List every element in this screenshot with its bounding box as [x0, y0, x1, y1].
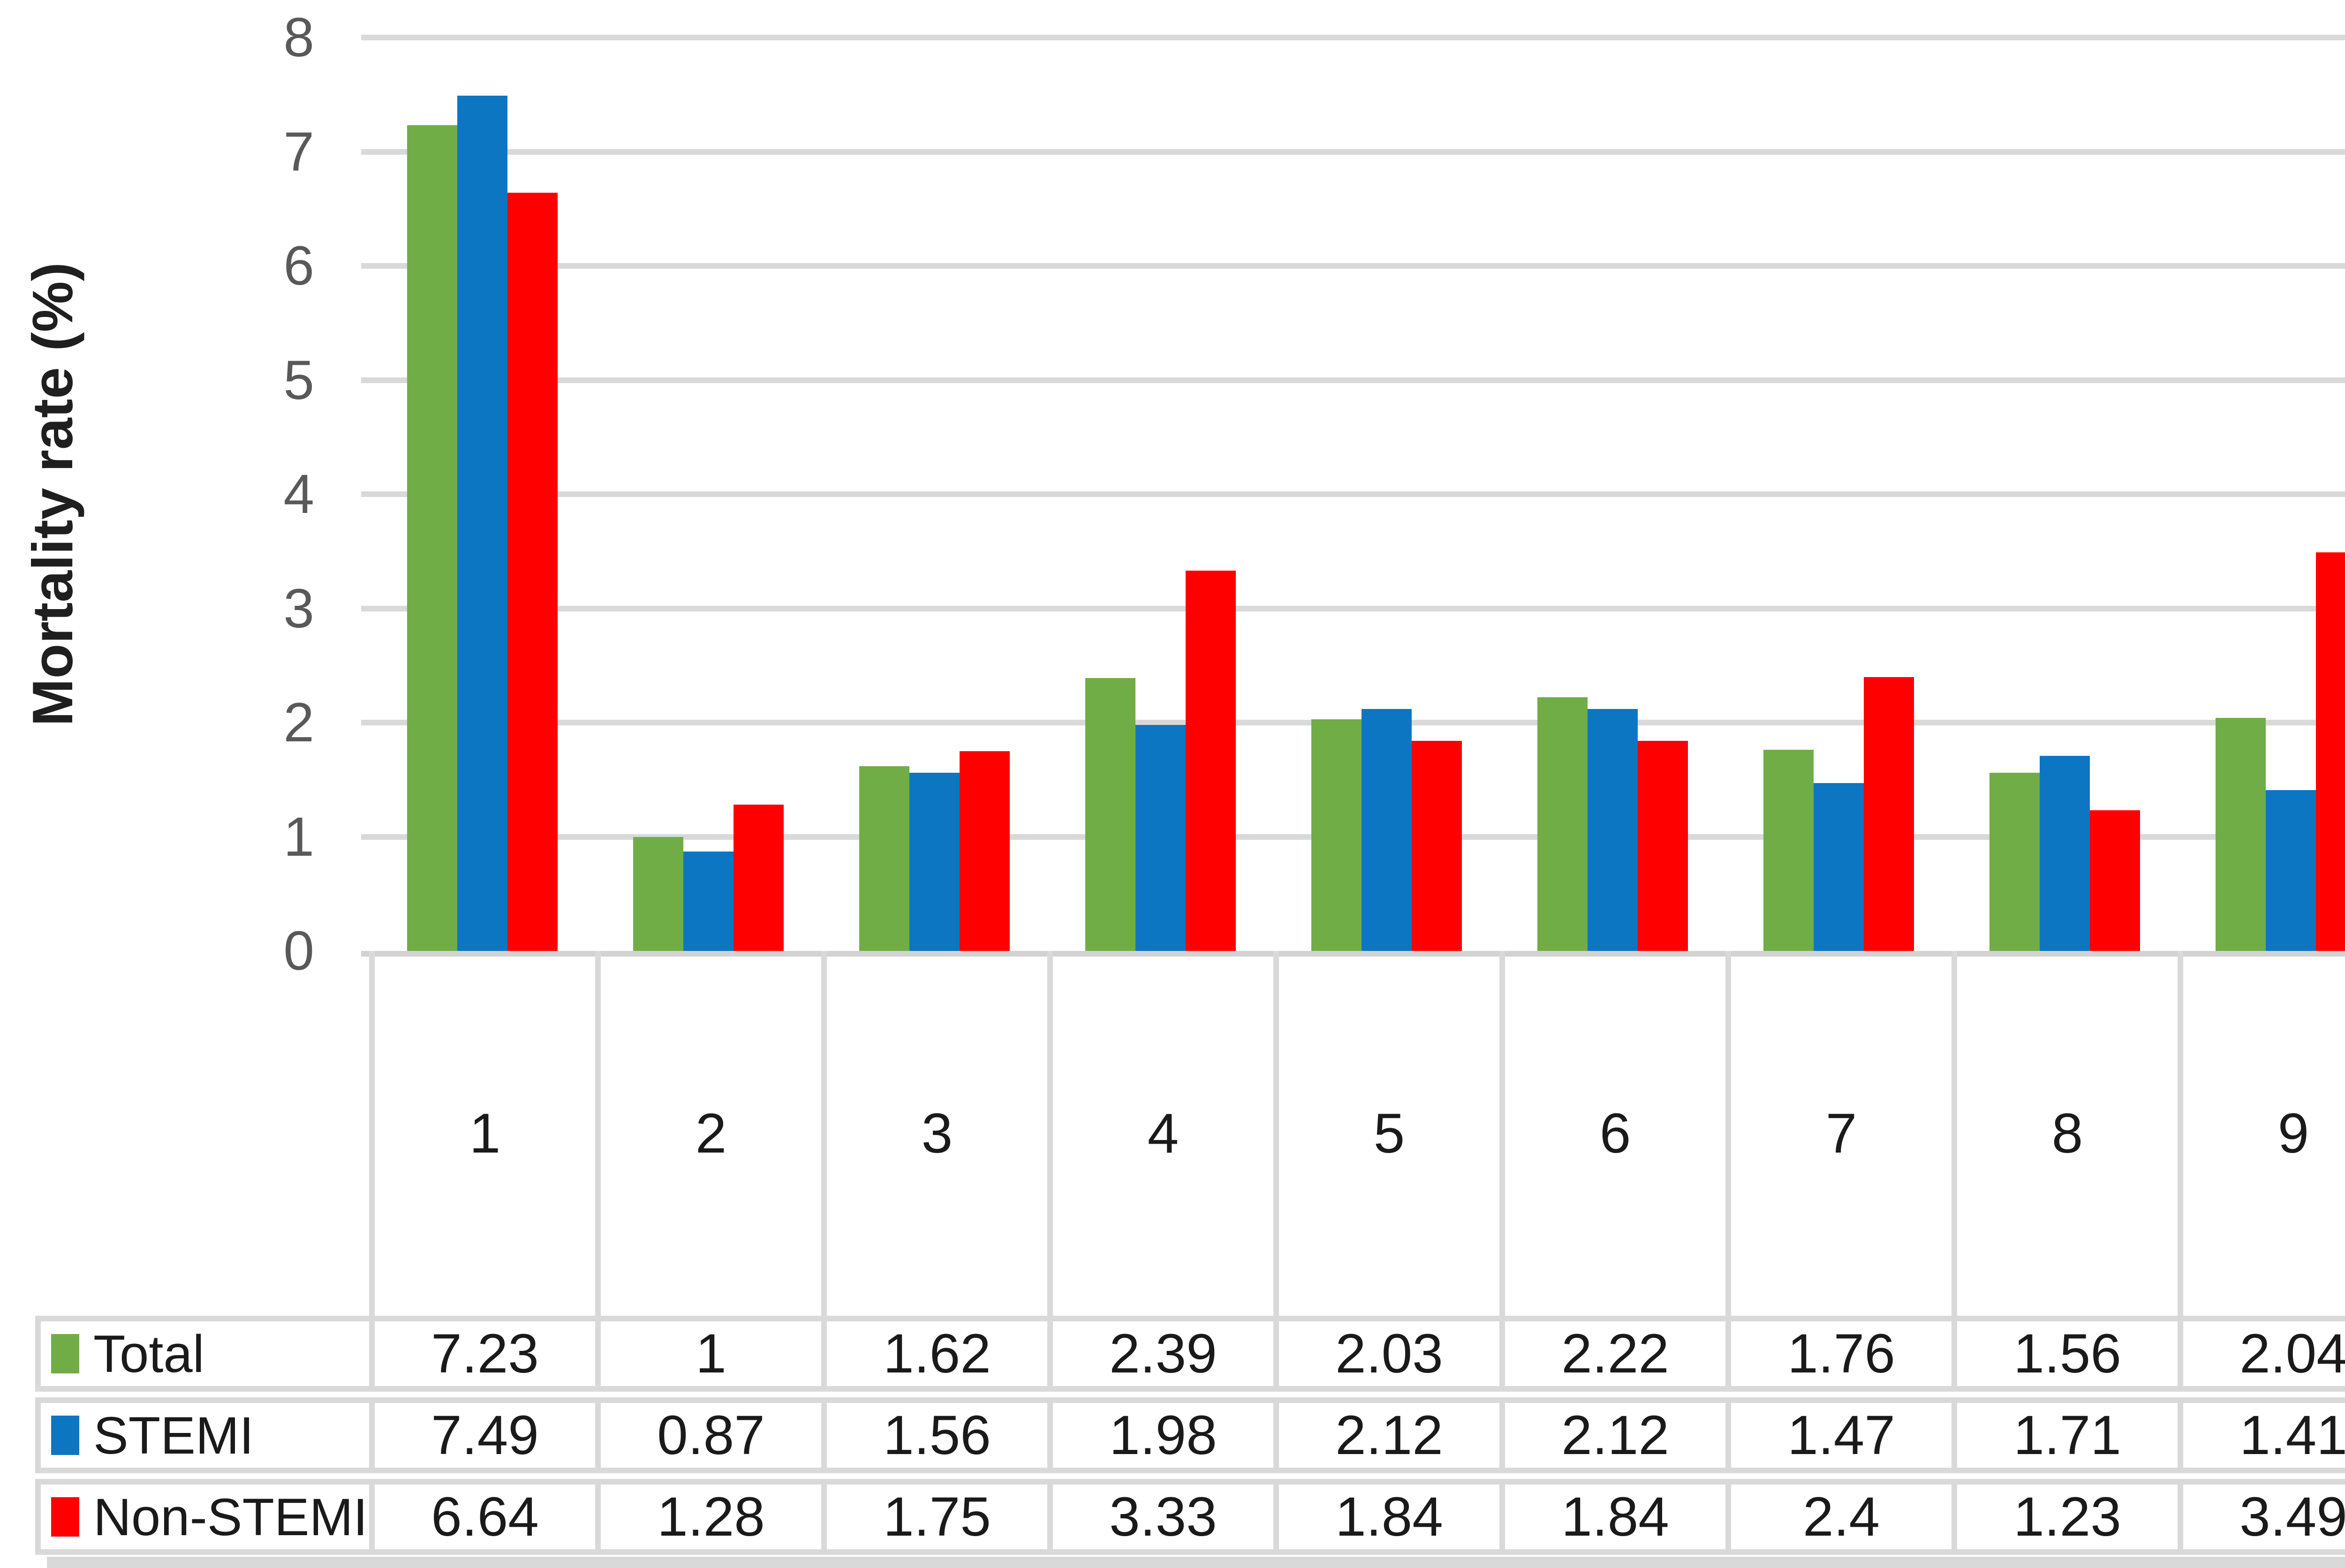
bar-total-cat8	[1989, 773, 2040, 954]
bar-non-stemi-cat8	[2089, 810, 2140, 954]
gridline-y4	[361, 491, 2345, 497]
value-cell-total-cat7: 1.76	[1725, 1321, 1952, 1386]
bar-stemi-cat7	[1813, 783, 1864, 954]
value-cell-stemi-cat8: 1.71	[1952, 1403, 2178, 1468]
table-bottom-border	[47, 1557, 2345, 1568]
bar-non-stemi-cat4	[1185, 571, 1236, 954]
bar-total-cat9	[2215, 718, 2266, 954]
gridline-y7	[361, 149, 2345, 155]
bar-stemi-cat3	[909, 773, 960, 954]
y-tick-label-4: 4	[283, 463, 314, 525]
value-cell-stemi-cat9: 1.41	[2178, 1403, 2345, 1468]
legend-key-non-stemi	[51, 1497, 79, 1537]
value-cell-stemi-cat2: 0.87	[595, 1403, 821, 1468]
bar-stemi-cat9	[2265, 790, 2316, 954]
x-axis-line	[361, 951, 2345, 957]
legend-key-total	[51, 1334, 79, 1373]
category-cell-2: 2	[595, 951, 821, 1316]
table-row-non-stemi: Non-STEMI 6.64 1.28 1.75 3.33 1.84 1.84 2.4 1.23…	[35, 1479, 2345, 1555]
value-cell-stemi-cat7: 1.47	[1725, 1403, 1952, 1468]
value-cell-total-cat8: 1.56	[1952, 1321, 2178, 1386]
y-tick-label-0: 0	[283, 920, 314, 982]
bar-stemi-cat2	[683, 852, 734, 954]
y-tick-label-8: 8	[283, 7, 314, 68]
value-cell-non-stemi-cat6: 1.84	[1499, 1485, 1725, 1549]
series-label-cell: Total	[41, 1321, 369, 1386]
bar-total-cat1	[407, 125, 457, 954]
bar-non-stemi-cat1	[507, 193, 558, 954]
category-cell-7: 7	[1725, 951, 1952, 1316]
gridline-y3	[361, 605, 2345, 611]
gridline-y5	[361, 377, 2345, 383]
value-cell-non-stemi-cat8: 1.23	[1952, 1485, 2178, 1549]
category-cell-4: 4	[1047, 951, 1273, 1316]
value-cell-non-stemi-cat5: 1.84	[1273, 1485, 1499, 1549]
bar-stemi-cat8	[2039, 755, 2090, 954]
category-cell-1: 1	[369, 951, 595, 1316]
bar-stemi-cat1	[457, 96, 507, 954]
y-tick-label-6: 6	[283, 235, 314, 297]
value-cell-stemi-cat5: 2.12	[1273, 1403, 1499, 1468]
category-cell-9: 9	[2178, 951, 2345, 1316]
bar-total-cat6	[1537, 697, 1588, 954]
y-axis-title: Mortality rate (%)	[21, 262, 84, 726]
value-cell-stemi-cat1: 7.49	[369, 1403, 595, 1468]
bar-stemi-cat5	[1361, 709, 1412, 954]
category-cell-5: 5	[1273, 951, 1499, 1316]
value-cell-total-cat1: 7.23	[369, 1321, 595, 1386]
bar-total-cat7	[1763, 750, 1814, 954]
value-cell-total-cat6: 2.22	[1499, 1321, 1725, 1386]
category-cell-3: 3	[821, 951, 1047, 1316]
value-cell-total-cat9: 2.04	[2178, 1321, 2345, 1386]
table-row-stemi: STEMI 7.49 0.87 1.56 1.98 2.12 2.12 1.47 1.71 1.4…	[35, 1397, 2345, 1473]
value-cell-stemi-cat4: 1.98	[1047, 1403, 1273, 1468]
y-tick-label-7: 7	[283, 121, 314, 183]
value-cell-total-cat2: 1	[595, 1321, 821, 1386]
bar-non-stemi-cat9	[2315, 552, 2345, 954]
bar-stemi-cat6	[1587, 709, 1638, 954]
value-cell-non-stemi-cat1: 6.64	[369, 1485, 595, 1549]
bar-total-cat2	[633, 837, 683, 954]
value-cell-non-stemi-cat3: 1.75	[821, 1485, 1047, 1549]
series-label: Total	[93, 1324, 204, 1383]
y-tick-label-5: 5	[283, 349, 314, 411]
bar-non-stemi-cat6	[1637, 740, 1688, 954]
value-cell-non-stemi-cat7: 2.4	[1725, 1485, 1952, 1549]
bar-total-cat5	[1311, 719, 1362, 954]
legend-key-stemi	[51, 1416, 79, 1455]
value-cell-non-stemi-cat9: 3.49	[2178, 1485, 2345, 1549]
bar-total-cat4	[1085, 678, 1135, 954]
value-cell-stemi-cat3: 1.56	[821, 1403, 1047, 1468]
series-label: Non-STEMI	[93, 1487, 368, 1546]
value-cell-stemi-cat6: 2.12	[1499, 1403, 1725, 1468]
value-cell-total-cat3: 1.62	[821, 1321, 1047, 1386]
y-tick-label-1: 1	[283, 806, 314, 868]
gridline-y8	[361, 35, 2345, 40]
bar-stemi-cat4	[1135, 724, 1186, 954]
series-label-cell: Non-STEMI	[41, 1485, 369, 1549]
bar-non-stemi-cat7	[1863, 677, 1914, 954]
value-cell-non-stemi-cat2: 1.28	[595, 1485, 821, 1549]
y-tick-label-3: 3	[283, 577, 314, 640]
table-row-total: Total7.2311.622.392.032.221.761.562.040.…	[35, 1316, 2345, 1392]
y-tick-label-2: 2	[283, 692, 314, 754]
value-cell-total-cat5: 2.03	[1273, 1321, 1499, 1386]
value-cell-total-cat4: 2.39	[1047, 1321, 1273, 1386]
value-cell-non-stemi-cat4: 3.33	[1047, 1485, 1273, 1549]
bar-non-stemi-cat5	[1411, 740, 1462, 954]
series-label-cell: STEMI	[41, 1403, 369, 1468]
bar-total-cat3	[859, 766, 909, 954]
gridline-y6	[361, 263, 2345, 269]
bar-non-stemi-cat2	[733, 805, 784, 954]
category-cell-6: 6	[1499, 951, 1725, 1316]
series-label: STEMI	[93, 1406, 254, 1465]
category-cell-8: 8	[1952, 951, 2178, 1316]
bar-non-stemi-cat3	[959, 751, 1010, 954]
